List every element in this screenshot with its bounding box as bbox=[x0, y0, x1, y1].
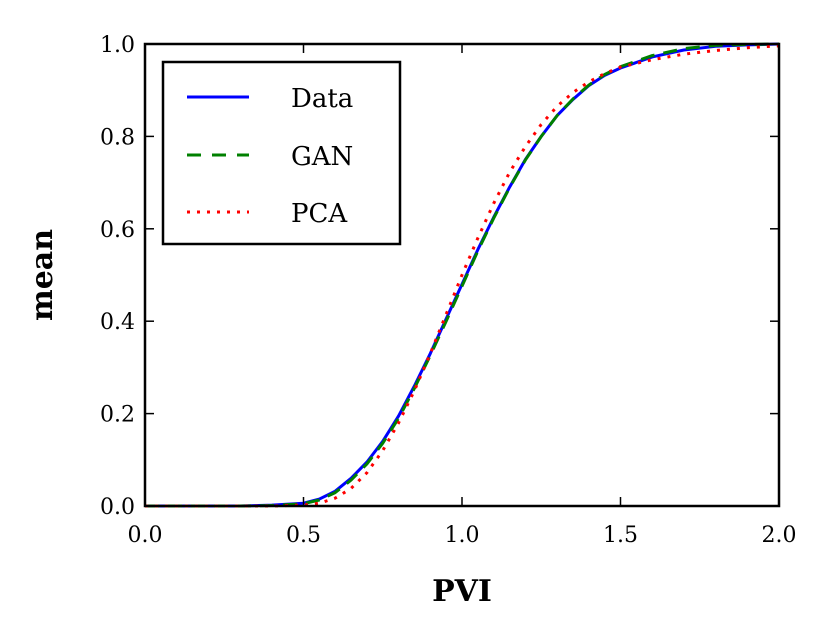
series-layer bbox=[145, 42, 780, 508]
x-axis-title: PVI bbox=[432, 574, 492, 609]
legend-label-pca: PCA bbox=[291, 199, 348, 229]
legend-label-gan: GAN bbox=[291, 142, 353, 172]
x-tick-label: 1.0 bbox=[445, 523, 480, 548]
y-tick-label: 0.6 bbox=[100, 218, 135, 243]
x-tick-label: 2.0 bbox=[762, 523, 797, 548]
x-tick-label: 1.5 bbox=[603, 523, 638, 548]
y-tick-label: 0.0 bbox=[100, 495, 135, 520]
y-tick-label: 1.0 bbox=[100, 33, 135, 58]
y-tick-label: 0.8 bbox=[100, 125, 135, 150]
legend-label-data: Data bbox=[291, 84, 353, 114]
legend: Data GAN PCA bbox=[161, 60, 402, 246]
y-tick-label: 0.4 bbox=[100, 310, 135, 335]
legend-box bbox=[161, 60, 402, 246]
series-line-pca bbox=[145, 44, 780, 508]
y-axis-title: mean bbox=[25, 229, 60, 321]
y-tick-label: 0.2 bbox=[100, 403, 135, 428]
x-tick-label: 0.0 bbox=[128, 523, 163, 548]
tick-layer: 0.0 0.5 1.0 1.5 2.0 0.0 0.2 0.4 0.6 0.8 1.0 bbox=[100, 33, 797, 548]
series-line-gan bbox=[145, 42, 780, 508]
x-tick-label: 0.5 bbox=[286, 523, 321, 548]
